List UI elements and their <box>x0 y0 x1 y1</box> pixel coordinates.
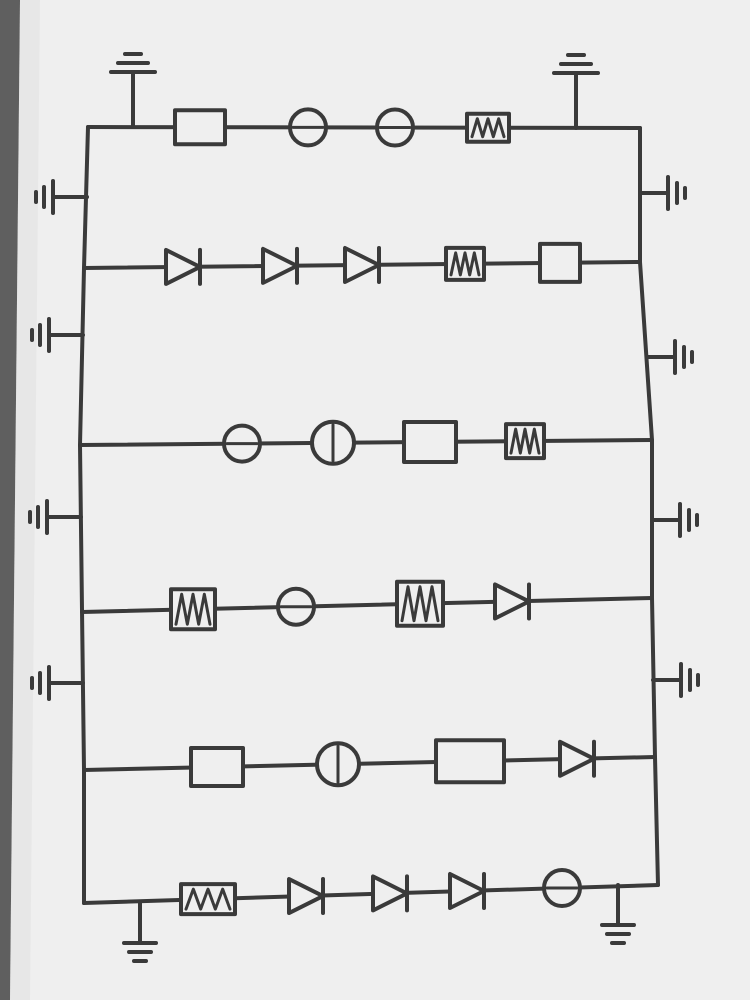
diode-symbol <box>371 874 409 913</box>
coil-symbol <box>465 111 511 144</box>
ground-symbol <box>651 662 700 698</box>
resistor-symbol <box>189 745 245 788</box>
lamp-symbol <box>222 423 262 464</box>
ground-symbol <box>645 339 694 375</box>
coil-symbol <box>395 579 445 628</box>
ground-symbol <box>30 665 85 701</box>
branch-wire <box>78 438 654 447</box>
coil-symbol <box>169 587 217 632</box>
ground-symbol <box>600 883 636 945</box>
coil-symbol <box>504 422 546 461</box>
ground-symbol <box>109 52 157 129</box>
resistor-symbol <box>538 241 582 284</box>
resistor-symbol <box>173 108 227 147</box>
diode-symbol <box>261 246 299 285</box>
ground-symbol <box>552 53 600 130</box>
lamp-symbol <box>315 741 361 788</box>
ground-symbol <box>122 901 158 963</box>
diode-symbol <box>558 739 596 778</box>
resistor-symbol <box>402 419 458 464</box>
lamp-symbol <box>310 419 356 466</box>
diode-symbol <box>287 877 325 916</box>
diode-symbol <box>493 582 531 621</box>
ground-symbol <box>650 502 699 538</box>
lamp-symbol <box>288 107 328 148</box>
lamp-symbol <box>542 868 582 909</box>
components-layer <box>164 107 596 917</box>
branch-wire <box>86 125 642 130</box>
ground-symbol <box>28 499 83 535</box>
left-rail <box>78 125 90 905</box>
lamp-symbol <box>375 107 415 148</box>
diode-symbol <box>343 246 381 284</box>
ground-symbol <box>638 175 687 211</box>
coil-symbol <box>179 882 237 917</box>
ground-symbol <box>30 317 85 353</box>
ground-symbol <box>34 179 89 215</box>
paper-shade <box>10 0 40 1000</box>
grounds-layer <box>28 52 700 963</box>
diode-symbol <box>448 871 486 910</box>
resistor-symbol <box>434 738 506 785</box>
diode-symbol <box>164 247 202 286</box>
lamp-symbol <box>276 586 316 627</box>
coil-symbol <box>444 245 486 282</box>
